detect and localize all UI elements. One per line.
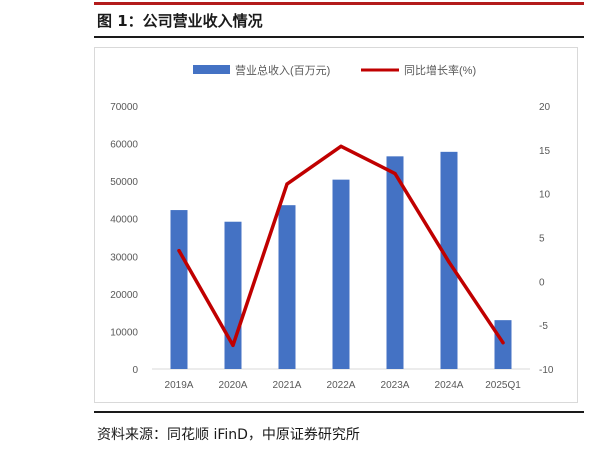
right-tick-label: 0 [539,277,545,288]
left-axis: 0 10000 20000 30000 40000 50000 60000 70000 [110,102,138,376]
bar-series [170,151,512,369]
revenue-bar [386,156,404,369]
x-axis: 2019A 2020A 2021A 2022A 2023A 2024A 2025Q1 [152,368,530,391]
right-tick-label: 5 [539,234,545,245]
x-tick-label: 2024A [435,380,464,391]
left-tick-label: 50000 [110,177,138,188]
top-rule [94,2,584,5]
figure-title: 图 1：公司营业收入情况 [97,12,263,30]
legend: 营业总收入(百万元) 同比增长率(%) [193,63,476,77]
left-tick-label: 10000 [110,327,138,338]
left-tick-label: 20000 [110,290,138,301]
revenue-bar [332,179,350,369]
x-tick-label: 2023A [381,380,410,391]
left-tick-label: 40000 [110,215,138,226]
x-tick-label: 2019A [165,380,194,391]
right-tick-label: 15 [539,146,551,157]
legend-label-revenue: 营业总收入(百万元) [235,63,330,77]
title-rule [94,36,584,38]
right-tick-label: -5 [539,321,548,332]
x-tick-label: 2022A [327,380,356,391]
left-tick-label: 60000 [110,140,138,151]
growth-rate-point [501,341,505,345]
x-tick-label: 2020A [219,380,248,391]
bottom-rule [94,411,584,413]
growth-rate-point [339,144,343,148]
left-tick-label: 30000 [110,252,138,263]
legend-label-growth: 同比增长率(%) [404,63,476,77]
growth-rate-point [447,260,451,264]
source-note: 资料来源：同花顺 iFinD，中原证券研究所 [97,427,360,443]
chart-frame [94,47,578,403]
right-tick-label: -10 [539,365,554,376]
growth-rate-point [231,343,235,347]
left-tick-label: 0 [132,365,138,376]
growth-rate-point [393,171,397,176]
right-tick-label: 10 [539,190,551,201]
growth-rate-point [177,249,181,253]
line-series [177,144,505,348]
revenue-bar [170,210,188,369]
x-tick-label: 2021A [273,380,302,391]
legend-swatch-revenue [193,65,230,74]
revenue-bar [278,205,296,369]
right-axis: -10 -5 0 5 10 15 20 [539,102,554,376]
x-tick-label: 2025Q1 [485,380,521,391]
growth-rate-point [285,182,289,186]
left-tick-label: 70000 [110,102,138,113]
right-tick-label: 20 [539,102,551,113]
revenue-bar [494,320,512,369]
